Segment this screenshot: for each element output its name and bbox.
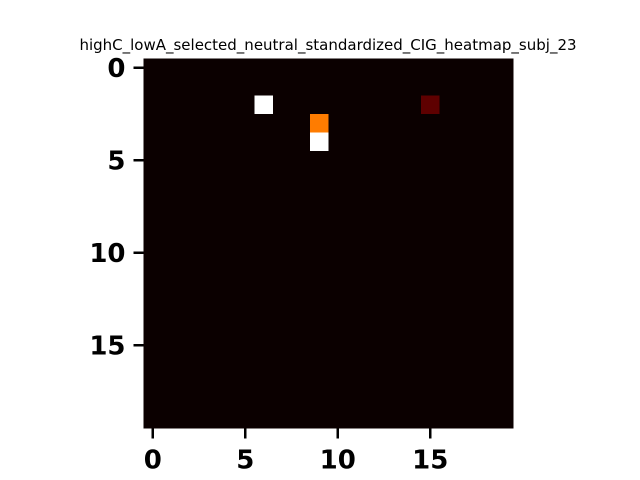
heatmap-cell-2-15: [421, 95, 440, 114]
x-tick-label-10: 10: [320, 446, 356, 476]
y-tick-label-0: 0: [107, 54, 125, 84]
chart-title: highC_lowA_selected_neutral_standardized…: [79, 36, 576, 55]
y-tick-label-10: 10: [89, 239, 125, 269]
x-tick-label-0: 0: [144, 446, 162, 476]
x-axis: 0 5 10 15: [144, 428, 448, 476]
y-tick-label-15: 15: [89, 331, 125, 361]
heatmap-cell-3-9: [310, 114, 329, 133]
heatmap-cells: [143, 58, 514, 429]
heatmap-cell-4-9: [310, 132, 329, 151]
heatmap-cell-2-6: [254, 95, 273, 114]
y-tick-label-5: 5: [107, 146, 125, 176]
x-tick-label-15: 15: [412, 446, 448, 476]
y-axis: 0 5 10 15: [89, 54, 144, 361]
x-tick-label-5: 5: [236, 446, 254, 476]
